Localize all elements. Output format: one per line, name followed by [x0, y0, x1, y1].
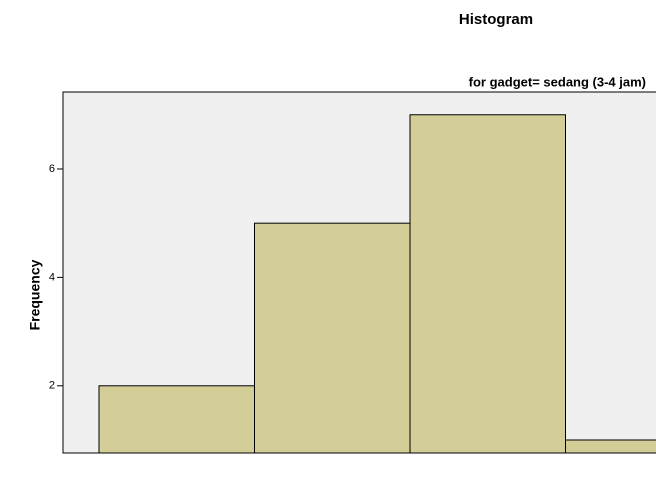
bar	[254, 222, 411, 453]
chart-subtitle: for gadget= sedang (3-4 jam)	[469, 74, 646, 89]
bar	[409, 114, 566, 453]
bar	[565, 439, 656, 453]
y-axis-label: Frequency	[27, 259, 43, 330]
bar	[98, 385, 255, 453]
y-tick-label: 4	[49, 271, 55, 283]
bars	[98, 114, 656, 453]
y-tick-label: 2	[49, 380, 55, 392]
y-tick-label: 6	[49, 163, 55, 175]
chart-title: Histogram	[459, 11, 533, 28]
